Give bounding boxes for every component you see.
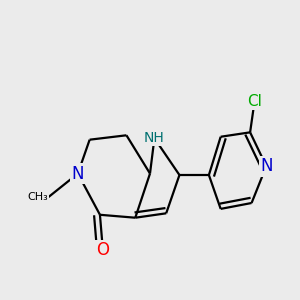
Text: NH: NH — [144, 131, 165, 145]
Text: CH₃: CH₃ — [28, 192, 48, 202]
Text: N: N — [260, 157, 273, 175]
Text: Cl: Cl — [247, 94, 262, 109]
Text: O: O — [96, 241, 110, 259]
Text: N: N — [72, 165, 84, 183]
